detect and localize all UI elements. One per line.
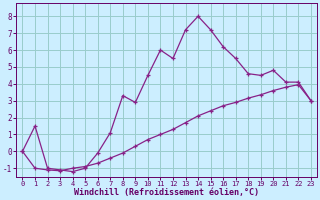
- X-axis label: Windchill (Refroidissement éolien,°C): Windchill (Refroidissement éolien,°C): [74, 188, 259, 197]
